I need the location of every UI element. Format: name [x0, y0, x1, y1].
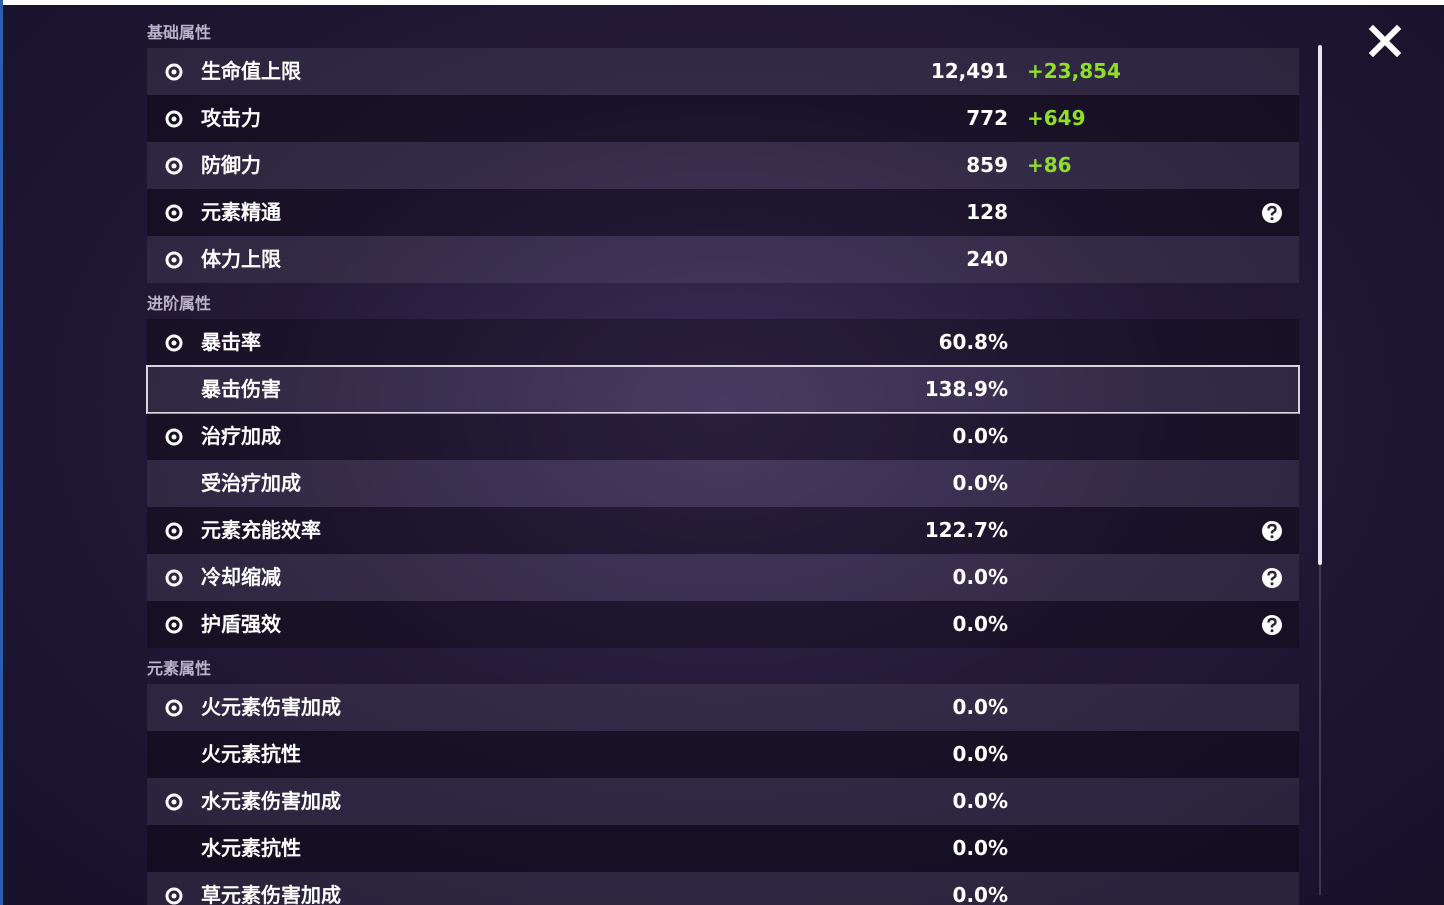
scroll-track [1319, 565, 1321, 895]
stat-bonus: +86 [1027, 153, 1072, 177]
stat-row: 火元素抗性 0.0% [147, 731, 1299, 778]
stat-row: 受治疗加成 0.0% [147, 460, 1299, 507]
stat-label: 体力上限 [201, 247, 281, 271]
close-button[interactable] [1368, 24, 1402, 58]
stat-icon [165, 569, 183, 587]
stat-label: 元素精通 [201, 200, 281, 224]
stat-value: 0.0% [952, 836, 1008, 860]
stat-value: 0.0% [952, 883, 1008, 905]
stat-icon [165, 793, 183, 811]
stat-icon [165, 110, 183, 128]
stat-icon [165, 334, 183, 352]
stat-icon [165, 204, 183, 222]
stat-row: 火元素伤害加成 0.0% [147, 684, 1299, 731]
stat-bonus: +23,854 [1027, 59, 1121, 83]
stat-label: 水元素伤害加成 [201, 789, 341, 813]
stat-value: 128 [966, 200, 1008, 224]
stat-value: 0.0% [952, 789, 1008, 813]
stat-icon [165, 522, 183, 540]
stat-value: 0.0% [952, 471, 1008, 495]
stat-value: 0.0% [952, 424, 1008, 448]
top-bar [0, 0, 1444, 5]
stat-icon [165, 699, 183, 717]
stat-row: 冷却缩减 0.0% [147, 554, 1299, 601]
stat-value: 772 [966, 106, 1008, 130]
stat-row: 暴击伤害 138.9% [146, 365, 1300, 414]
stat-row: 治疗加成 0.0% [147, 413, 1299, 460]
stat-label: 暴击伤害 [201, 377, 281, 401]
stat-list: 基础属性生命值上限 12,491 +23,854 攻击力 772 +649 防御力 859 +8… [146, 12, 1300, 905]
stat-row: 元素精通 128 [147, 189, 1299, 236]
stat-row: 护盾强效 0.0% [147, 601, 1299, 648]
help-icon[interactable] [1261, 202, 1283, 224]
stat-label: 护盾强效 [201, 612, 281, 636]
stat-value: 122.7% [924, 518, 1008, 542]
stat-row: 暴击率 60.8% [147, 319, 1299, 366]
stat-row: 体力上限 240 [147, 236, 1299, 283]
stat-label: 元素充能效率 [201, 518, 321, 542]
section-title: 基础属性 [147, 23, 212, 42]
stat-label: 火元素伤害加成 [201, 695, 341, 719]
stat-icon [165, 251, 183, 269]
stat-label: 火元素抗性 [201, 742, 301, 766]
stat-row: 水元素抗性 0.0% [147, 825, 1299, 872]
stat-icon [165, 887, 183, 905]
help-icon[interactable] [1261, 567, 1283, 589]
stat-label: 治疗加成 [201, 424, 281, 448]
stat-row: 生命值上限 12,491 +23,854 [147, 48, 1299, 95]
stat-label: 冷却缩减 [201, 565, 281, 589]
stat-value: 60.8% [938, 330, 1008, 354]
stat-label: 防御力 [201, 153, 261, 177]
stat-value: 0.0% [952, 565, 1008, 589]
stat-row: 攻击力 772 +649 [147, 95, 1299, 142]
scrollbar[interactable] [1318, 45, 1322, 565]
stat-value: 0.0% [952, 742, 1008, 766]
section-title: 进阶属性 [147, 294, 212, 313]
stat-label: 攻击力 [201, 106, 261, 130]
stat-label: 水元素抗性 [201, 836, 301, 860]
stat-bonus: +649 [1027, 106, 1086, 130]
left-edge [0, 0, 3, 905]
stat-value: 0.0% [952, 695, 1008, 719]
help-icon[interactable] [1261, 520, 1283, 542]
stat-label: 受治疗加成 [201, 471, 301, 495]
stat-row: 元素充能效率 122.7% [147, 507, 1299, 554]
stat-icon [165, 63, 183, 81]
stat-row: 水元素伤害加成 0.0% [147, 778, 1299, 825]
stat-value: 0.0% [952, 612, 1008, 636]
stat-label: 草元素伤害加成 [201, 883, 341, 905]
stat-value: 138.9% [924, 377, 1008, 401]
stat-icon [165, 428, 183, 446]
stat-row: 草元素伤害加成 0.0% [147, 872, 1299, 905]
stat-value: 12,491 [930, 59, 1008, 83]
help-icon[interactable] [1261, 614, 1283, 636]
stat-label: 生命值上限 [201, 59, 301, 83]
stat-row: 防御力 859 +86 [147, 142, 1299, 189]
section-title: 元素属性 [147, 659, 212, 678]
stat-value: 240 [966, 247, 1008, 271]
stat-label: 暴击率 [201, 330, 261, 354]
stat-value: 859 [966, 153, 1008, 177]
stat-icon [165, 616, 183, 634]
stat-icon [165, 157, 183, 175]
